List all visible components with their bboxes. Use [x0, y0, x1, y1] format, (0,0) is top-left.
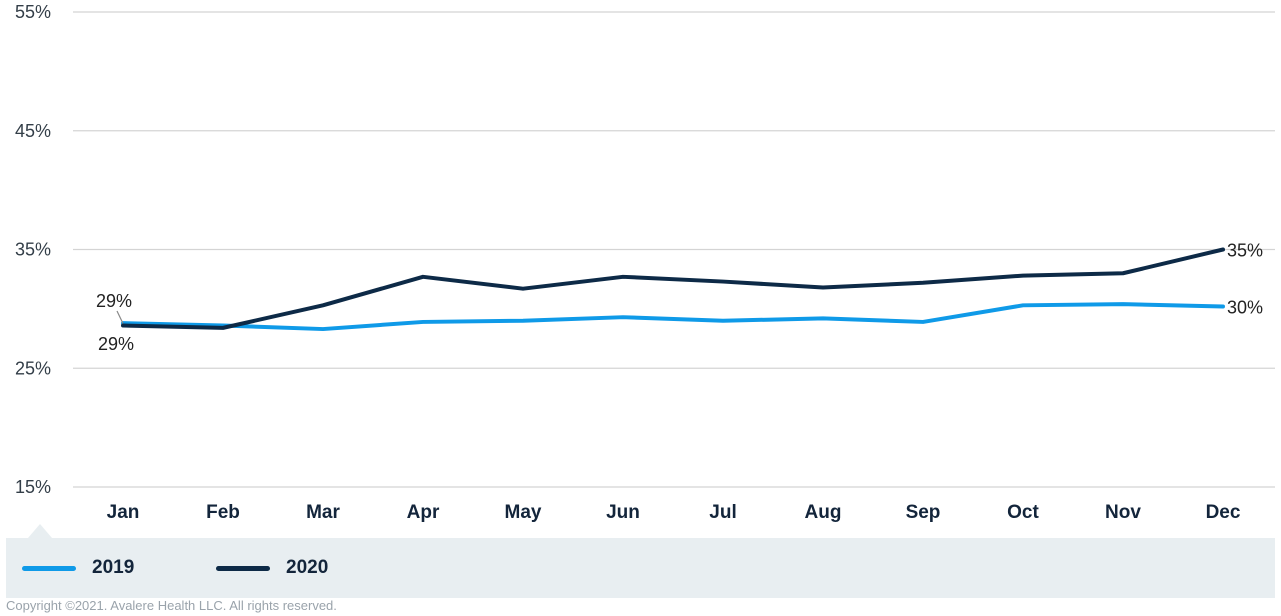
legend-swatch-2019 — [22, 565, 76, 571]
legend-item-2019: 2019 — [22, 538, 134, 598]
x-tick-label: Jun — [606, 502, 640, 523]
data-label-2020-last: 35% — [1227, 241, 1263, 261]
y-tick-label: 15% — [15, 477, 51, 497]
legend-label-2020: 2020 — [286, 557, 329, 578]
x-tick-label: Dec — [1206, 502, 1241, 523]
series-line-2019 — [121, 302, 1225, 332]
x-tick-label: Aug — [805, 502, 842, 523]
data-label-2019-first: 29% — [98, 334, 134, 354]
x-tick-label: Oct — [1007, 502, 1039, 523]
data-label-2019-last: 30% — [1227, 298, 1263, 318]
data-label-2020-first: 29% — [96, 291, 132, 311]
series-line-2020 — [121, 247, 1225, 330]
x-tick-label: Mar — [306, 502, 340, 523]
x-tick-label: Feb — [206, 502, 240, 523]
x-tick-label: Jul — [709, 502, 736, 523]
y-tick-label: 25% — [15, 358, 51, 378]
leader-line — [116, 310, 124, 324]
line-chart: 15% 25% 35% 45% 55% Jan Feb Mar Apr May Jun Jul Aug S… — [15, 2, 1275, 538]
legend: 2019 2020 — [6, 538, 1275, 598]
x-tick-label: May — [505, 502, 542, 523]
y-tick-label: 35% — [15, 240, 51, 260]
legend-label-2019: 2019 — [92, 557, 135, 578]
y-tick-label: 45% — [15, 121, 51, 141]
legend-swatch-2020 — [216, 565, 270, 571]
x-tick-label: Sep — [906, 502, 941, 523]
legend-item-2020: 2020 — [216, 538, 328, 598]
x-tick-label: Nov — [1105, 502, 1141, 523]
y-tick-label: 55% — [15, 2, 51, 22]
copyright-notice: Copyright ©2021. Avalere Health LLC. All… — [6, 598, 337, 613]
x-tick-label: Apr — [407, 502, 440, 523]
legend-pointer — [28, 524, 52, 538]
x-tick-label: Jan — [107, 502, 140, 523]
